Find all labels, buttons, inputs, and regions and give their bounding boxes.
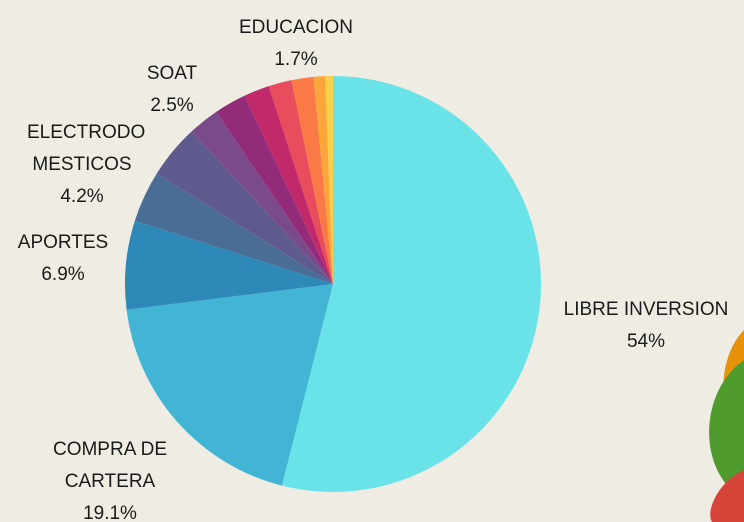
category-label: APORTES <box>3 227 123 259</box>
decoration <box>709 330 744 522</box>
category-label: SOAT <box>122 58 222 90</box>
category-label: COMPRA DE CARTERA <box>35 434 185 498</box>
chart: LIBRE INVERSION54% COMPRA DE CARTERA19.1%… <box>0 0 744 522</box>
value-label: 19.1% <box>35 498 185 522</box>
value-label: 6.9% <box>3 259 123 291</box>
value-label: 4.2% <box>27 181 137 213</box>
value-label: 2.5% <box>122 90 222 122</box>
category-label: EDUCACION <box>216 12 376 44</box>
value-label: 1.7% <box>216 44 376 76</box>
value-label: 54% <box>536 326 744 358</box>
category-label: LIBRE INVERSION <box>536 294 744 326</box>
category-label: ELECTRODO MESTICOS <box>27 117 137 181</box>
